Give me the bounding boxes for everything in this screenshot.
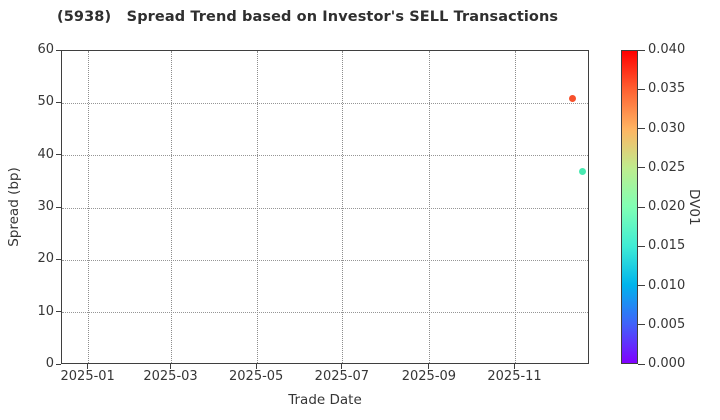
x-tick-mark bbox=[428, 364, 430, 369]
y-tick-label: 20 bbox=[37, 251, 54, 267]
colorbar-tick-mark bbox=[638, 245, 645, 247]
colorbar-tick-mark bbox=[638, 324, 645, 326]
y-tick-label: 0 bbox=[45, 356, 54, 371]
colorbar-title: DV01 bbox=[686, 188, 702, 226]
x-gridline bbox=[515, 51, 517, 363]
y-tick-label: 60 bbox=[37, 42, 54, 57]
x-tick-label: 2025-09 bbox=[401, 369, 457, 384]
colorbar-tick-mark bbox=[638, 363, 645, 365]
colorbar-tick-label: 0.010 bbox=[648, 277, 686, 293]
x-gridline bbox=[342, 51, 344, 363]
y-gridline bbox=[62, 155, 588, 157]
x-tick-label: 2025-11 bbox=[487, 369, 542, 384]
colorbar-tick-label: 0.040 bbox=[648, 42, 686, 57]
y-tick-label: 10 bbox=[37, 303, 54, 319]
x-gridline bbox=[256, 51, 258, 363]
chart-title: (5938) Spread Trend based on Investor's … bbox=[57, 9, 559, 25]
y-tick-mark bbox=[56, 311, 61, 313]
y-tick-label: 30 bbox=[37, 199, 54, 214]
scatter-point bbox=[579, 168, 587, 176]
y-tick-mark bbox=[56, 101, 61, 103]
x-gridline bbox=[429, 51, 431, 363]
x-tick-label: 2025-05 bbox=[229, 369, 284, 384]
colorbar-tick-mark bbox=[638, 167, 645, 169]
y-gridline bbox=[62, 259, 588, 261]
y-tick-mark bbox=[56, 154, 61, 156]
scatter-point bbox=[568, 94, 576, 102]
colorbar-tick-label: 0.015 bbox=[648, 238, 686, 254]
y-tick-mark bbox=[56, 206, 61, 208]
colorbar-tick-mark bbox=[638, 206, 645, 208]
y-gridline bbox=[62, 312, 588, 314]
x-tick-mark bbox=[341, 364, 343, 369]
y-tick-mark bbox=[56, 258, 61, 260]
x-tick-label: 2025-07 bbox=[314, 369, 369, 384]
x-tick-label: 2025-01 bbox=[60, 369, 115, 384]
x-tick-mark bbox=[170, 364, 172, 369]
x-axis-title: Trade Date bbox=[288, 392, 362, 408]
y-gridline bbox=[62, 207, 588, 209]
colorbar-tick-mark bbox=[638, 88, 645, 90]
y-tick-label: 40 bbox=[37, 146, 54, 162]
colorbar-tick-label: 0.035 bbox=[648, 81, 686, 97]
x-tick-mark bbox=[87, 364, 89, 369]
x-tick-mark bbox=[255, 364, 257, 369]
colorbar-tick-label: 0.030 bbox=[648, 120, 686, 136]
colorbar-tick-mark bbox=[638, 128, 645, 129]
colorbar-tick-label: 0.005 bbox=[648, 316, 686, 332]
colorbar-tick-mark bbox=[638, 49, 645, 51]
colorbar-tick-label: 0.020 bbox=[648, 199, 686, 214]
colorbar-tick-label: 0.025 bbox=[648, 159, 686, 175]
x-gridline bbox=[171, 51, 173, 363]
x-tick-label: 2025-03 bbox=[143, 369, 198, 384]
x-tick-mark bbox=[514, 364, 516, 369]
y-tick-label: 50 bbox=[37, 94, 54, 110]
colorbar-tick-mark bbox=[638, 285, 645, 286]
colorbar-tick-label: 0.000 bbox=[648, 356, 686, 371]
x-gridline bbox=[88, 51, 90, 363]
y-tick-mark bbox=[56, 363, 61, 365]
y-gridline bbox=[62, 102, 588, 104]
y-tick-mark bbox=[56, 49, 61, 51]
colorbar-gradient bbox=[621, 50, 638, 364]
plot-area bbox=[61, 50, 589, 364]
